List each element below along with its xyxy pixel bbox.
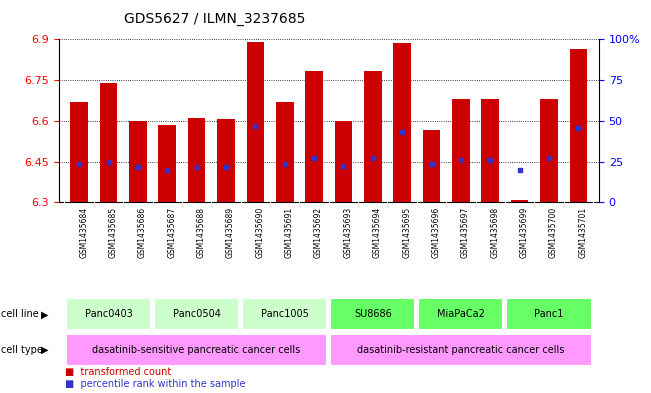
Bar: [276, 102, 294, 202]
Text: Panc0504: Panc0504: [173, 309, 221, 320]
Bar: [100, 83, 117, 202]
Text: GSM1435693: GSM1435693: [344, 207, 352, 258]
Text: GSM1435692: GSM1435692: [314, 207, 323, 258]
Bar: [422, 130, 440, 202]
Text: cell line: cell line: [1, 309, 39, 320]
Text: GSM1435697: GSM1435697: [461, 207, 470, 258]
Bar: [506, 299, 592, 330]
Bar: [335, 121, 352, 202]
Text: GDS5627 / ILMN_3237685: GDS5627 / ILMN_3237685: [124, 12, 305, 26]
Text: cell type: cell type: [1, 345, 43, 355]
Bar: [247, 42, 264, 202]
Bar: [158, 125, 176, 202]
Bar: [129, 121, 146, 202]
Bar: [540, 99, 558, 202]
Text: GSM1435694: GSM1435694: [373, 207, 381, 258]
Text: dasatinib-sensitive pancreatic cancer cells: dasatinib-sensitive pancreatic cancer ce…: [92, 345, 301, 355]
Bar: [570, 49, 587, 202]
Text: GSM1435701: GSM1435701: [578, 207, 587, 258]
Bar: [393, 43, 411, 202]
Text: MiaPaCa2: MiaPaCa2: [437, 309, 485, 320]
Text: GSM1435696: GSM1435696: [432, 207, 441, 258]
Bar: [217, 119, 235, 202]
Text: GSM1435688: GSM1435688: [197, 207, 206, 258]
Text: GSM1435685: GSM1435685: [109, 207, 118, 258]
Bar: [66, 334, 327, 365]
Bar: [482, 99, 499, 202]
Bar: [187, 118, 206, 202]
Text: GSM1435700: GSM1435700: [549, 207, 558, 258]
Text: ▶: ▶: [41, 309, 49, 320]
Text: GSM1435698: GSM1435698: [490, 207, 499, 258]
Bar: [305, 71, 323, 202]
Bar: [419, 299, 503, 330]
Bar: [364, 71, 381, 202]
Text: Panc1: Panc1: [534, 309, 564, 320]
Text: GSM1435689: GSM1435689: [226, 207, 235, 258]
Text: ■  transformed count: ■ transformed count: [65, 367, 171, 377]
Text: ▶: ▶: [41, 345, 49, 355]
Bar: [70, 102, 88, 202]
Text: GSM1435690: GSM1435690: [255, 207, 264, 258]
Text: Panc1005: Panc1005: [261, 309, 309, 320]
Text: GSM1435691: GSM1435691: [284, 207, 294, 258]
Text: Panc0403: Panc0403: [85, 309, 132, 320]
Text: GSM1435695: GSM1435695: [402, 207, 411, 258]
Bar: [511, 200, 529, 202]
Text: SU8686: SU8686: [354, 309, 392, 320]
Text: GSM1435684: GSM1435684: [79, 207, 88, 258]
Bar: [154, 299, 239, 330]
Bar: [66, 299, 151, 330]
Bar: [452, 99, 470, 202]
Text: GSM1435686: GSM1435686: [138, 207, 147, 258]
Text: GSM1435687: GSM1435687: [167, 207, 176, 258]
Text: GSM1435699: GSM1435699: [519, 207, 529, 258]
Bar: [330, 334, 592, 365]
Bar: [242, 299, 327, 330]
Text: dasatinib-resistant pancreatic cancer cells: dasatinib-resistant pancreatic cancer ce…: [357, 345, 564, 355]
Text: ■  percentile rank within the sample: ■ percentile rank within the sample: [65, 378, 245, 389]
Bar: [330, 299, 415, 330]
